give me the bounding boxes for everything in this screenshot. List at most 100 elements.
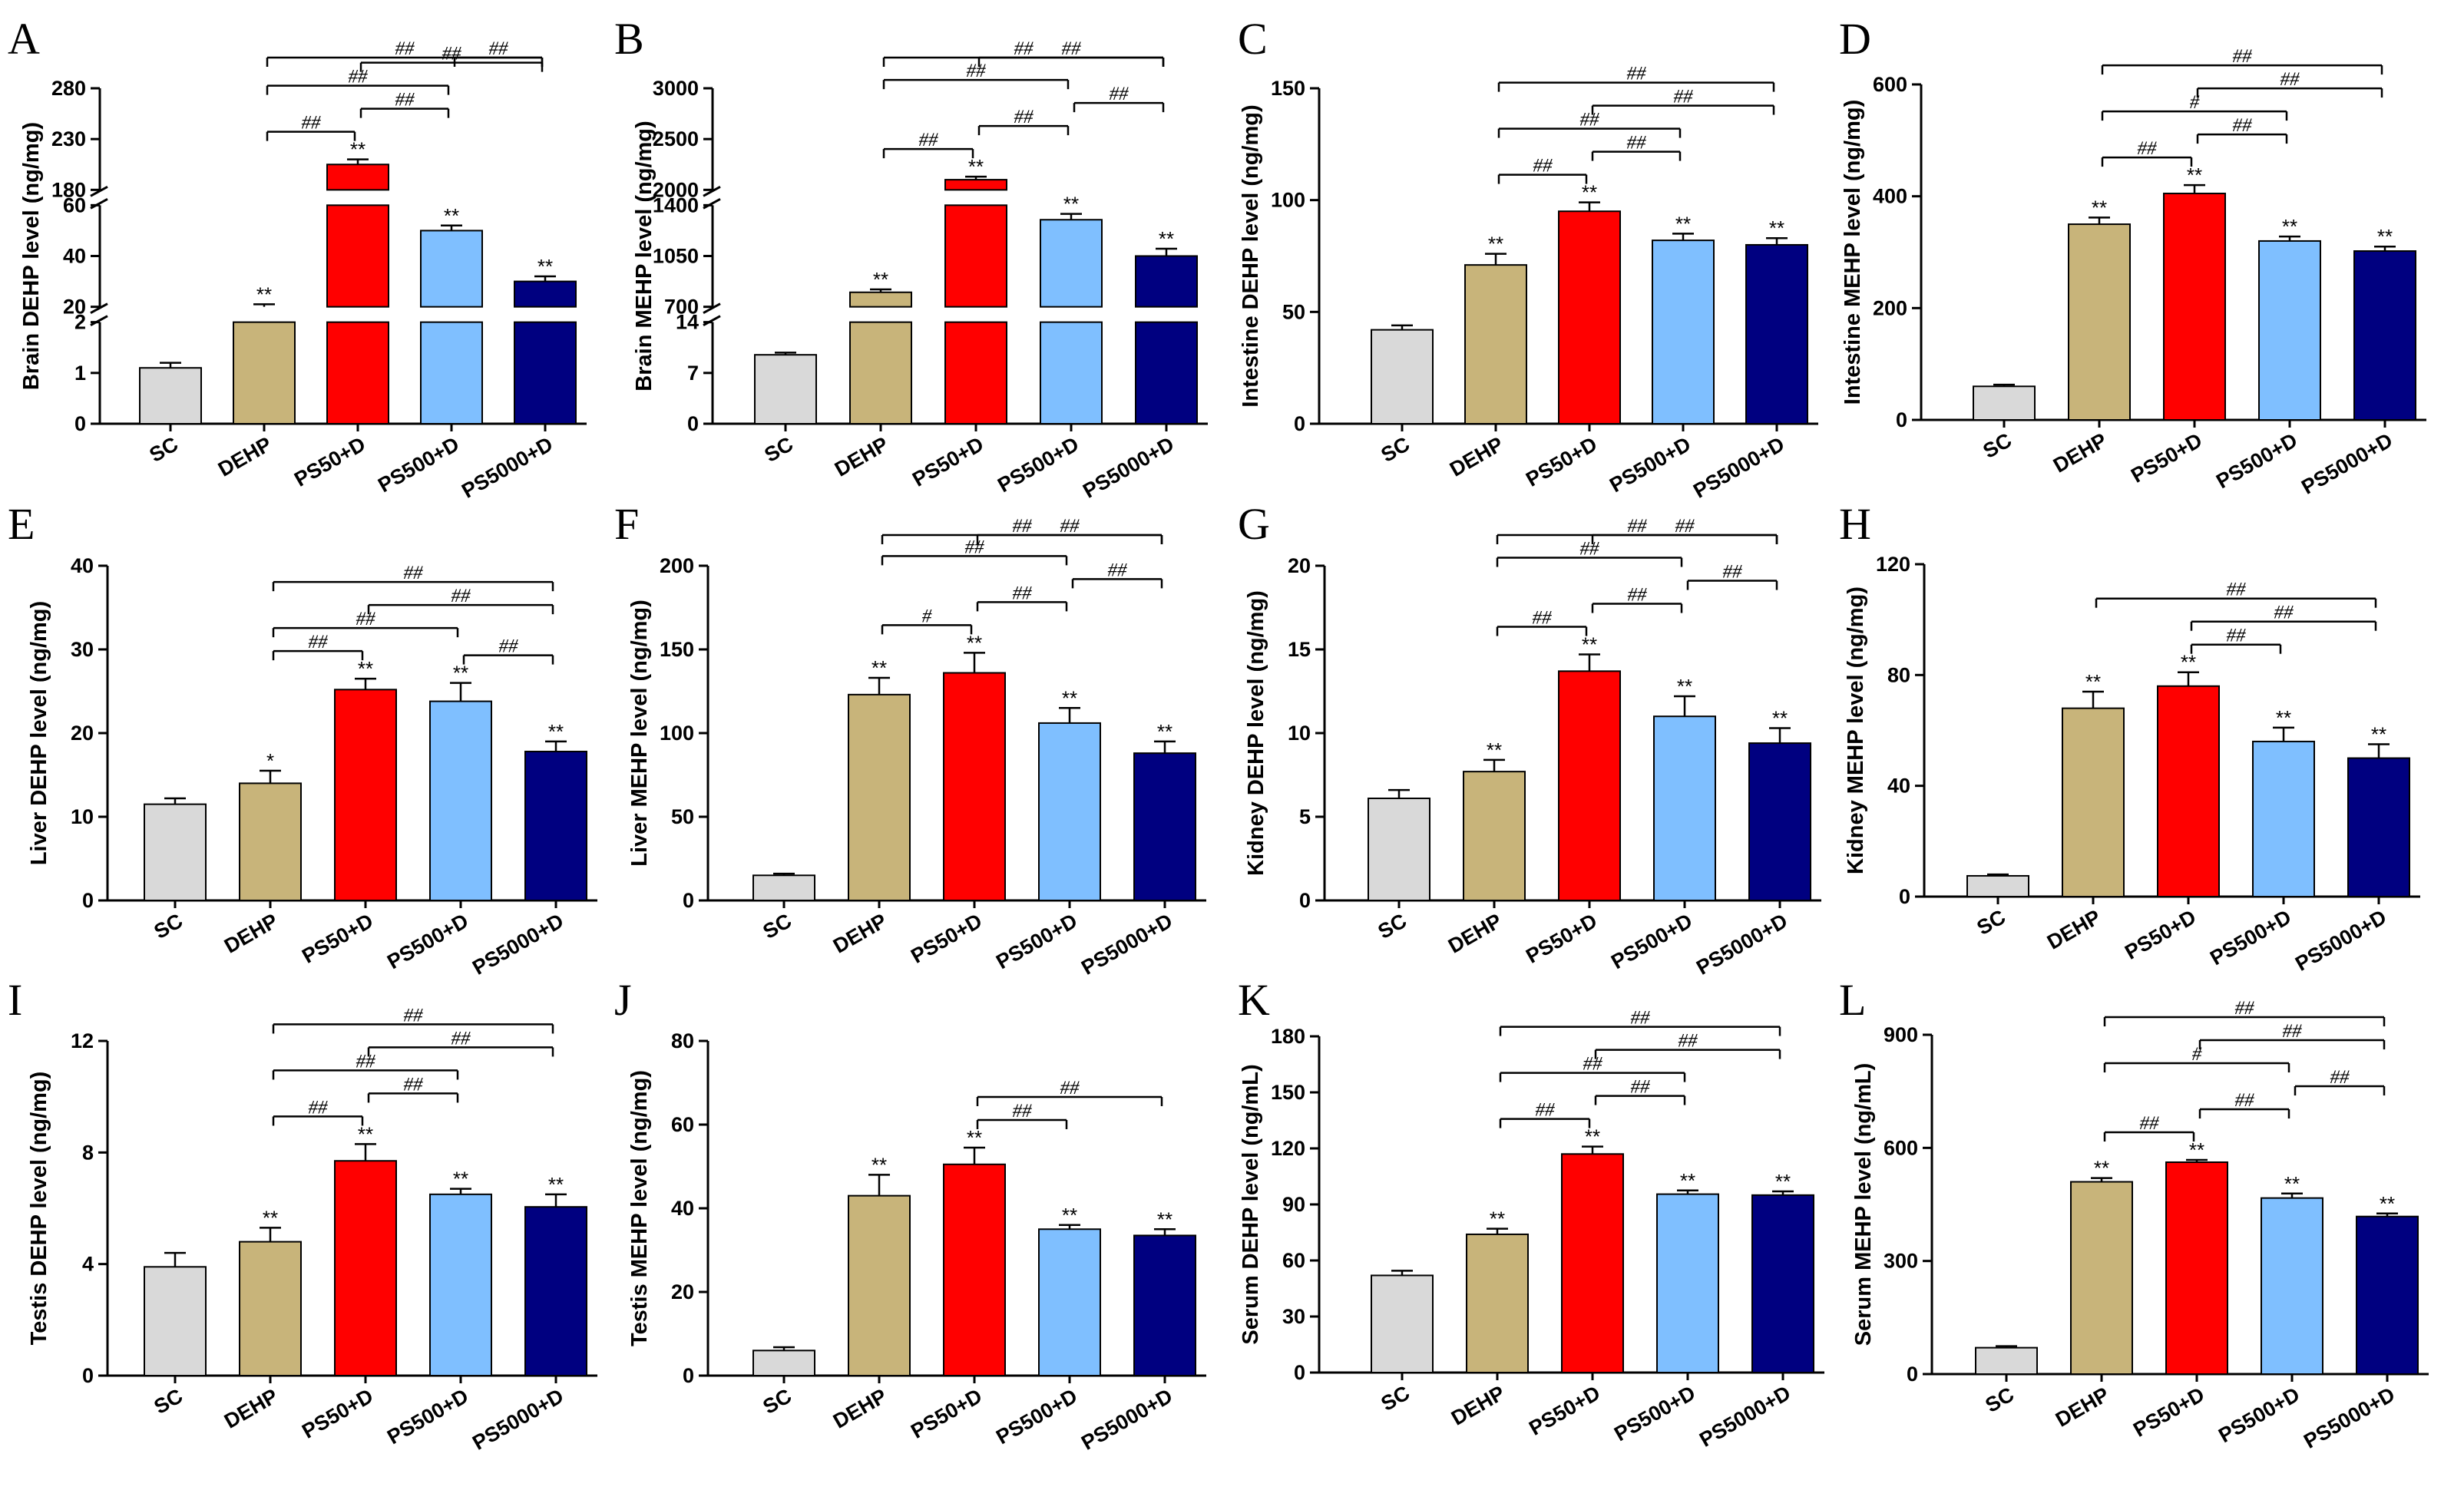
y-tick-label: 200: [660, 554, 694, 577]
comparison-label: ##: [349, 67, 369, 88]
y-axis-label: Intestine MEHP level (ng/mg): [1841, 100, 1865, 405]
significance-stars: **: [1582, 633, 1597, 656]
bar-ps50-d: [334, 689, 397, 901]
x-tick-label: PS50+D: [1522, 909, 1601, 968]
y-axis-label: Liver DEHP level (ng/mg): [27, 601, 51, 865]
comparison-bracket: [1594, 1049, 1781, 1059]
comparison-bracket: [367, 603, 554, 615]
axis-break-mark: [703, 198, 721, 210]
comparison-bracket: [272, 1069, 459, 1080]
x-tick-label: PS500+D: [1607, 909, 1696, 973]
significance-stars: **: [967, 1126, 982, 1149]
bar-sc: [1973, 385, 2036, 421]
y-axis-label: Kidney MEHP level (ng/mg): [1844, 586, 1868, 874]
significance-stars: **: [444, 204, 459, 227]
panel-C: C Intestine DEHP level (ng/mg) 0 50 100 150 SC…: [1238, 14, 1818, 503]
significance-stars: **: [1582, 181, 1597, 204]
x-tick-label: PS50+D: [1522, 432, 1601, 491]
bar-ps50-d: [2165, 1161, 2228, 1376]
x-tick-label: PS5000+D: [2300, 1383, 2399, 1453]
y-tick-label: 7: [687, 362, 699, 385]
y-tick-label: 230: [51, 127, 86, 150]
x-tick-label: PS500+D: [2214, 1383, 2304, 1447]
y-tick-label: 20: [671, 1280, 694, 1303]
bar-dehp: [1464, 264, 1527, 425]
comparison-label: ##: [2227, 580, 2247, 600]
comparison-bracket: [1499, 1118, 1591, 1128]
significance-stars: **: [2276, 706, 2291, 729]
bar-ps50-d: [944, 204, 1007, 308]
significance-stars: **: [1772, 706, 1788, 729]
x-tick-label: PS50+D: [298, 1384, 377, 1443]
y-tick-label: 20: [1288, 554, 1311, 577]
y-tick-label: 15: [1288, 638, 1311, 661]
x-tick-label: DEHP: [2049, 428, 2111, 477]
bar-ps500-d: [2258, 240, 2321, 421]
x-tick-label: PS50+D: [2129, 1383, 2208, 1442]
y-tick-label: 40: [1887, 775, 1910, 798]
panel-L: L Serum MEHP level (ng/mL) 0 300 600 900 SC ** D…: [1839, 975, 2429, 1453]
comparison-label: ##: [309, 632, 329, 652]
y-tick-label: 600: [1873, 73, 1907, 96]
y-tick-label: 60: [63, 193, 86, 216]
y-tick-label: 120: [1876, 553, 1910, 576]
comparison-bracket: [976, 601, 1068, 612]
y-tick-label: 60: [1282, 1249, 1305, 1272]
bar-ps500-d: [1038, 722, 1101, 901]
panel-D: D Intestine MEHP level (ng/mg) 0 200 400 600 S…: [1839, 14, 2426, 499]
bar-sc: [752, 1350, 815, 1377]
x-tick-label: PS5000+D: [468, 1384, 567, 1455]
x-tick-label: SC: [761, 432, 797, 467]
y-tick-label: 3000: [653, 77, 699, 100]
comparison-label: ##: [1060, 1078, 1080, 1099]
comparison-bracket: [2190, 643, 2282, 654]
y-tick-label: 100: [660, 722, 694, 745]
significance-stars: **: [1157, 720, 1172, 743]
comparison-bracket: [2103, 1131, 2195, 1142]
significance-stars: **: [1769, 216, 1784, 240]
comparison-bracket: [976, 1095, 1163, 1106]
y-axis-label: Brain MEHP level (ng/mg): [632, 121, 657, 391]
comparison-bracket: [272, 649, 364, 661]
significance-stars: **: [873, 268, 888, 291]
comparison-label: ##: [1723, 562, 1743, 583]
y-tick-label: 40: [71, 554, 94, 577]
bar-sc: [1975, 1346, 2038, 1375]
comparison-label: ##: [1110, 84, 1129, 104]
comparison-label: ##: [2330, 1067, 2350, 1088]
comparison-label: ##: [1580, 110, 1600, 130]
comparison-bracket: [882, 147, 974, 159]
significance-stars: **: [358, 657, 373, 680]
bar-ps5000-d: [1748, 742, 1811, 902]
significance-stars: **: [2380, 1192, 2395, 1215]
y-tick-label: 80: [1887, 663, 1910, 686]
y-tick-label: 20: [63, 296, 86, 319]
significance-stars: **: [453, 1168, 468, 1191]
comparison-label: ##: [1678, 1031, 1698, 1052]
significance-stars: **: [1675, 212, 1691, 235]
comparison-label: #: [922, 606, 932, 626]
significance-stars: **: [1487, 738, 1502, 762]
panel-letter: B: [614, 14, 644, 64]
y-tick-label: 0: [1896, 408, 1907, 431]
x-tick-label: PS5000+D: [1079, 432, 1178, 503]
panel-H: H Kidney MEHP level (ng/mg) 0 40 80 120 SC ** DE…: [1839, 499, 2420, 976]
x-tick-label: DEHP: [214, 432, 276, 481]
y-tick-label: 0: [687, 412, 699, 435]
comparison-label: ##: [404, 1005, 424, 1026]
axis-break-mark: [90, 302, 108, 314]
significance-stars: **: [1159, 227, 1174, 250]
comparison-label: ##: [1536, 1100, 1556, 1121]
x-tick-label: PS500+D: [383, 1384, 472, 1449]
panel-letter: G: [1238, 499, 1270, 549]
significance-stars: *: [266, 749, 274, 772]
bar-sc: [1368, 798, 1430, 902]
x-tick-label: PS5000+D: [1692, 909, 1791, 980]
bar-sc: [1371, 1274, 1434, 1374]
panel-letter: L: [1839, 975, 1866, 1025]
significance-stars: **: [1063, 193, 1079, 216]
comparison-label: ##: [2138, 138, 2158, 159]
bar-dehp: [239, 782, 302, 902]
x-tick-label: PS5000+D: [468, 909, 567, 980]
